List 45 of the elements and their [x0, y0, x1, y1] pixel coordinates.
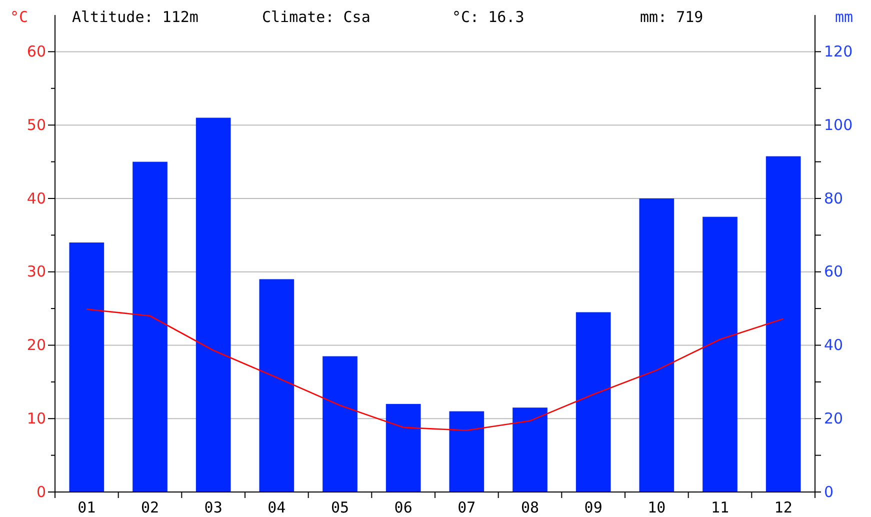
annotation: °C: 16.3: [452, 8, 524, 26]
bar: [512, 408, 548, 492]
y2-axis-title: mm: [835, 8, 854, 26]
x-tick-label: 06: [394, 498, 412, 517]
y2-tick-label: 40: [824, 336, 844, 354]
y-tick-label: 60: [26, 42, 46, 60]
y-tick-label: 0: [36, 482, 46, 501]
bar: [639, 198, 674, 492]
annotation: mm: 719: [640, 8, 704, 26]
bar: [132, 162, 168, 492]
x-tick-label: 10: [648, 498, 666, 517]
annotation: Altitude: 112m: [72, 8, 198, 26]
y2-tick-label: 0: [824, 482, 834, 501]
bar: [259, 279, 294, 492]
x-tick-label: 09: [584, 498, 602, 517]
x-tick-label: 07: [458, 498, 476, 517]
x-tick-label: 01: [78, 498, 96, 517]
x-tick-label: 12: [774, 498, 792, 517]
y2-tick-label: 60: [824, 262, 844, 281]
y2-tick-label: 20: [824, 409, 844, 428]
annotation: Climate: Csa: [262, 8, 370, 26]
x-tick-label: 05: [330, 498, 350, 517]
y-tick-label: 50: [26, 116, 46, 134]
bar: [322, 356, 358, 492]
bar: [196, 118, 231, 492]
y-tick-label: 20: [26, 336, 46, 354]
x-tick-label: 04: [268, 498, 286, 517]
x-tick-label: 08: [520, 498, 540, 517]
y2-tick-label: 100: [824, 116, 853, 134]
bar: [449, 411, 484, 492]
y2-tick-label: 80: [824, 189, 844, 208]
x-tick-label: 11: [710, 498, 730, 517]
bar: [386, 404, 421, 492]
y-tick-label: 10: [26, 409, 46, 428]
bar: [702, 216, 738, 492]
y-axis-title: °C: [10, 8, 28, 26]
y-tick-label: 40: [26, 189, 46, 208]
y2-tick-label: 120: [824, 42, 853, 60]
bar: [69, 242, 104, 492]
x-tick-label: 03: [204, 498, 222, 517]
y-tick-label: 30: [26, 262, 46, 281]
x-tick-label: 02: [140, 498, 160, 517]
line-series: [86, 308, 784, 432]
bar: [576, 312, 611, 492]
bar: [766, 156, 801, 492]
